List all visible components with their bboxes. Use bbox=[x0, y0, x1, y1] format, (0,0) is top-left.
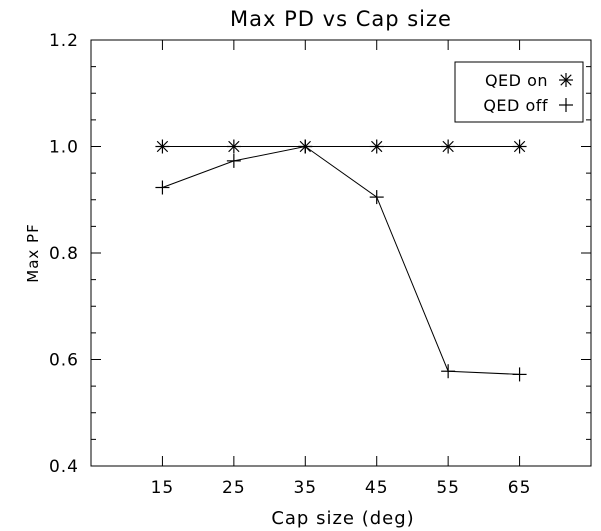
plot-frame bbox=[90, 39, 592, 467]
data-point-qed-off bbox=[226, 153, 241, 168]
data-point-qed-off bbox=[155, 180, 170, 195]
data-point-qed-off bbox=[369, 190, 384, 205]
y-tick-label: 0.4 bbox=[49, 457, 79, 477]
x-tick-label: 15 bbox=[151, 478, 175, 498]
data-point-qed-on bbox=[155, 139, 170, 154]
legend: QED on QED off bbox=[454, 61, 584, 123]
legend-label-qed-on: QED on bbox=[485, 71, 548, 90]
legend-marker-asterisk bbox=[559, 73, 573, 87]
x-tick-label: 45 bbox=[365, 478, 389, 498]
x-tick-label: 25 bbox=[222, 478, 246, 498]
y-tick-label: 0.6 bbox=[49, 351, 79, 371]
data-point-qed-off bbox=[298, 139, 313, 154]
y-tick-label: 0.8 bbox=[49, 244, 79, 264]
data-point-qed-off bbox=[441, 364, 456, 379]
y-tick-label: 1.0 bbox=[49, 138, 79, 158]
legend-label-qed-off: QED off bbox=[483, 96, 548, 115]
chart-title: Max PD vs Cap size bbox=[230, 7, 452, 31]
plot-series bbox=[155, 139, 527, 382]
x-tick-label: 55 bbox=[436, 478, 460, 498]
y-axis-label: Max PF bbox=[24, 223, 42, 282]
data-point-qed-on bbox=[369, 139, 384, 154]
series-line-qed-off bbox=[162, 145, 520, 375]
x-axis-label: Cap size (deg) bbox=[271, 508, 414, 529]
x-tick-label: 35 bbox=[293, 478, 317, 498]
legend-marker-plus bbox=[559, 98, 573, 112]
data-point-qed-on bbox=[512, 139, 527, 154]
legend-asterisk-symbol bbox=[559, 73, 573, 87]
data-point-qed-on bbox=[441, 139, 456, 154]
data-point-qed-on bbox=[226, 139, 241, 154]
legend-box bbox=[454, 61, 584, 123]
x-tick-label: 65 bbox=[508, 478, 532, 498]
data-point-qed-off bbox=[512, 367, 527, 382]
y-tick-label: 1.2 bbox=[49, 31, 79, 51]
legend-plus-symbol bbox=[559, 98, 573, 112]
